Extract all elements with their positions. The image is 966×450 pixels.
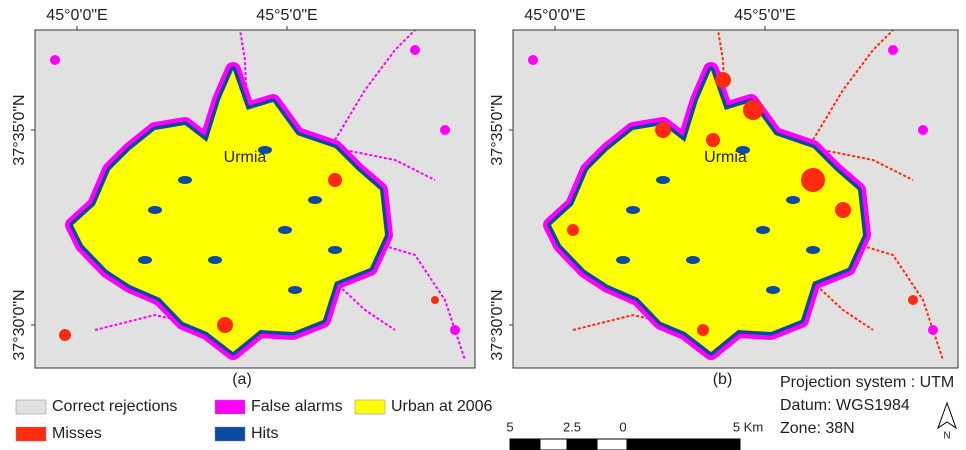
false-alarm-patch [528, 55, 538, 65]
miss-patch [801, 168, 825, 192]
hit-patch [278, 226, 292, 234]
scale-segment [597, 439, 627, 450]
projection-text: Projection system : UTM [780, 374, 954, 391]
place-label: Urmia [224, 149, 267, 166]
legend-swatch [16, 427, 46, 441]
legend-swatch [215, 400, 245, 414]
hit-patch [308, 196, 322, 204]
miss-patch [743, 100, 763, 120]
map-panel: Urmia 45°0'0"E 45°5'0"E 37°35'0"N 37°30'0"N (… [11, 7, 475, 388]
miss-patch [217, 317, 233, 333]
x-tick-label: 45°5'0"E [734, 7, 795, 24]
scale-label: 0 [619, 419, 626, 434]
hit-patch [208, 256, 222, 264]
panel-label: (a) [232, 371, 252, 388]
miss-patch [908, 295, 918, 305]
scale-label: 2.5 [563, 419, 581, 434]
miss-patch [697, 324, 709, 336]
legend-label: Correct rejections [52, 398, 177, 415]
projection-text: Datum: WGS1984 [780, 397, 910, 414]
false-alarm-patch [410, 45, 420, 55]
hit-patch [148, 206, 162, 214]
hit-patch [656, 176, 670, 184]
miss-patch [715, 72, 731, 88]
map-panel: Urmia 45°0'0"E 45°5'0"E 37°35'0"N 37°30'0"N (… [489, 7, 958, 388]
scale-segment [567, 439, 597, 450]
miss-patch [835, 202, 851, 218]
panel-label: (b) [713, 371, 733, 388]
legend-swatch [16, 400, 46, 414]
miss-patch [59, 329, 71, 341]
scale-label: 5 Km [733, 419, 763, 434]
north-arrow [938, 403, 956, 428]
false-alarm-patch [450, 325, 460, 335]
scale-label: 5 [506, 419, 513, 434]
legend-label: False alarms [251, 398, 343, 415]
miss-patch [431, 296, 439, 304]
false-alarm-patch [928, 325, 938, 335]
place-label: Urmia [704, 149, 747, 166]
figure: Urmia 45°0'0"E 45°5'0"E 37°35'0"N 37°30'0"N (… [0, 0, 966, 450]
hit-patch [686, 256, 700, 264]
x-tick-label: 45°0'0"E [46, 7, 107, 24]
hit-patch [616, 256, 630, 264]
legend-swatch [215, 427, 245, 441]
hit-patch [138, 256, 152, 264]
hit-patch [786, 196, 800, 204]
legend-label: Urban at 2006 [391, 398, 493, 415]
scale-segment [540, 439, 567, 450]
hit-patch [626, 206, 640, 214]
false-alarm-patch [440, 125, 450, 135]
x-tick-label: 45°5'0"E [256, 7, 317, 24]
hit-patch [766, 286, 780, 294]
miss-patch [706, 133, 720, 147]
hit-patch [288, 286, 302, 294]
hit-patch [328, 246, 342, 254]
y-tick-label: 37°30'0"N [11, 289, 28, 360]
scale-segment [627, 439, 740, 450]
scale-segment [510, 439, 540, 450]
hit-patch [178, 176, 192, 184]
false-alarm-patch [50, 55, 60, 65]
y-tick-label: 37°35'0"N [11, 94, 28, 165]
x-tick-label: 45°0'0"E [524, 7, 585, 24]
legend-label: Hits [251, 425, 279, 442]
miss-patch [567, 224, 579, 236]
y-tick-label: 37°35'0"N [489, 94, 506, 165]
miss-patch [655, 122, 671, 138]
north-label: N [943, 431, 950, 442]
hit-patch [806, 246, 820, 254]
legend-label: Misses [52, 425, 102, 442]
y-tick-label: 37°30'0"N [489, 289, 506, 360]
hit-patch [756, 226, 770, 234]
projection-text: Zone: 38N [780, 420, 855, 437]
miss-patch [328, 173, 342, 187]
legend-swatch [355, 400, 385, 414]
false-alarm-patch [918, 125, 928, 135]
false-alarm-patch [888, 45, 898, 55]
